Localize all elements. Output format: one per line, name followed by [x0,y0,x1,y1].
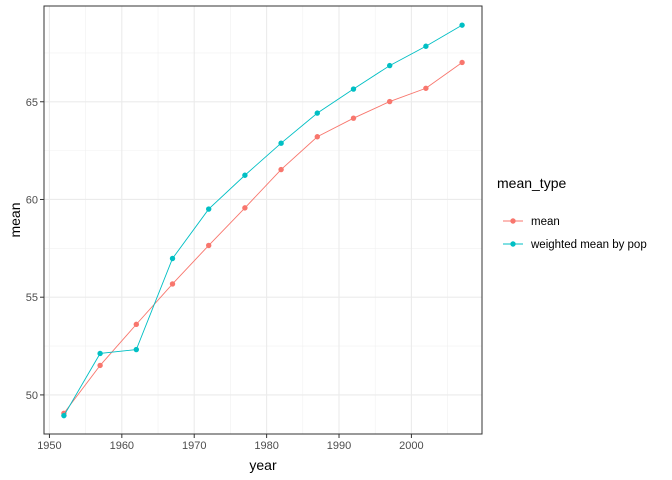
data-point [314,134,320,140]
data-point [350,115,357,121]
data-point [97,362,103,369]
x-axis-title: year [249,457,277,473]
y-tick-label: 55 [26,292,38,304]
x-tick-label: 2000 [399,440,423,452]
panel-background [44,6,482,434]
panel-border [43,5,483,435]
x-tick-label: 1980 [254,440,278,452]
data-point [206,242,212,249]
x-tick-label: 1970 [182,440,206,452]
y-axis-ticks: 50 55 60 65 [26,97,44,402]
legend-label: weighted mean by pop [530,239,647,251]
legend-key-point [510,241,516,247]
legend-key-point [510,218,516,224]
legend: mean_type mean weighted mean by pop [497,175,647,251]
x-tick-label: 1950 [37,440,61,452]
legend-item: weighted mean by pop [503,239,647,251]
data-point [133,321,140,328]
series-1 [61,59,465,416]
legend-title: mean_type [497,175,566,191]
data-point [459,22,465,28]
series-line [63,24,463,416]
x-axis-ticks: 1950 1960 1970 1980 1990 2000 [37,434,424,452]
x-tick-label: 1960 [110,440,134,452]
data-point [386,62,393,69]
data-point [169,255,176,262]
data-point [423,85,429,91]
legend-label: mean [531,216,560,228]
data-point [350,86,357,92]
major-gridlines [44,6,482,434]
data-point [386,98,393,105]
y-axis-title: mean [7,202,23,237]
series-2 [61,22,465,419]
y-tick-label: 60 [26,194,38,206]
data-point [97,350,103,357]
y-tick-label: 65 [26,97,38,109]
data-point [314,110,320,116]
legend-items: mean weighted mean by pop [503,216,647,251]
y-tick-label: 50 [26,390,38,402]
data-point [423,43,429,49]
data-point [278,140,284,146]
data-point [169,281,176,287]
legend-item: mean [503,216,560,228]
data-point [242,205,248,211]
x-tick-label: 1990 [327,440,351,452]
data-point [278,166,284,173]
data-point [242,172,248,178]
data-point [133,346,140,353]
data-point [459,59,465,66]
series-layer [61,22,465,419]
data-point [206,206,212,212]
series-line [63,62,463,414]
data-point [61,412,67,419]
